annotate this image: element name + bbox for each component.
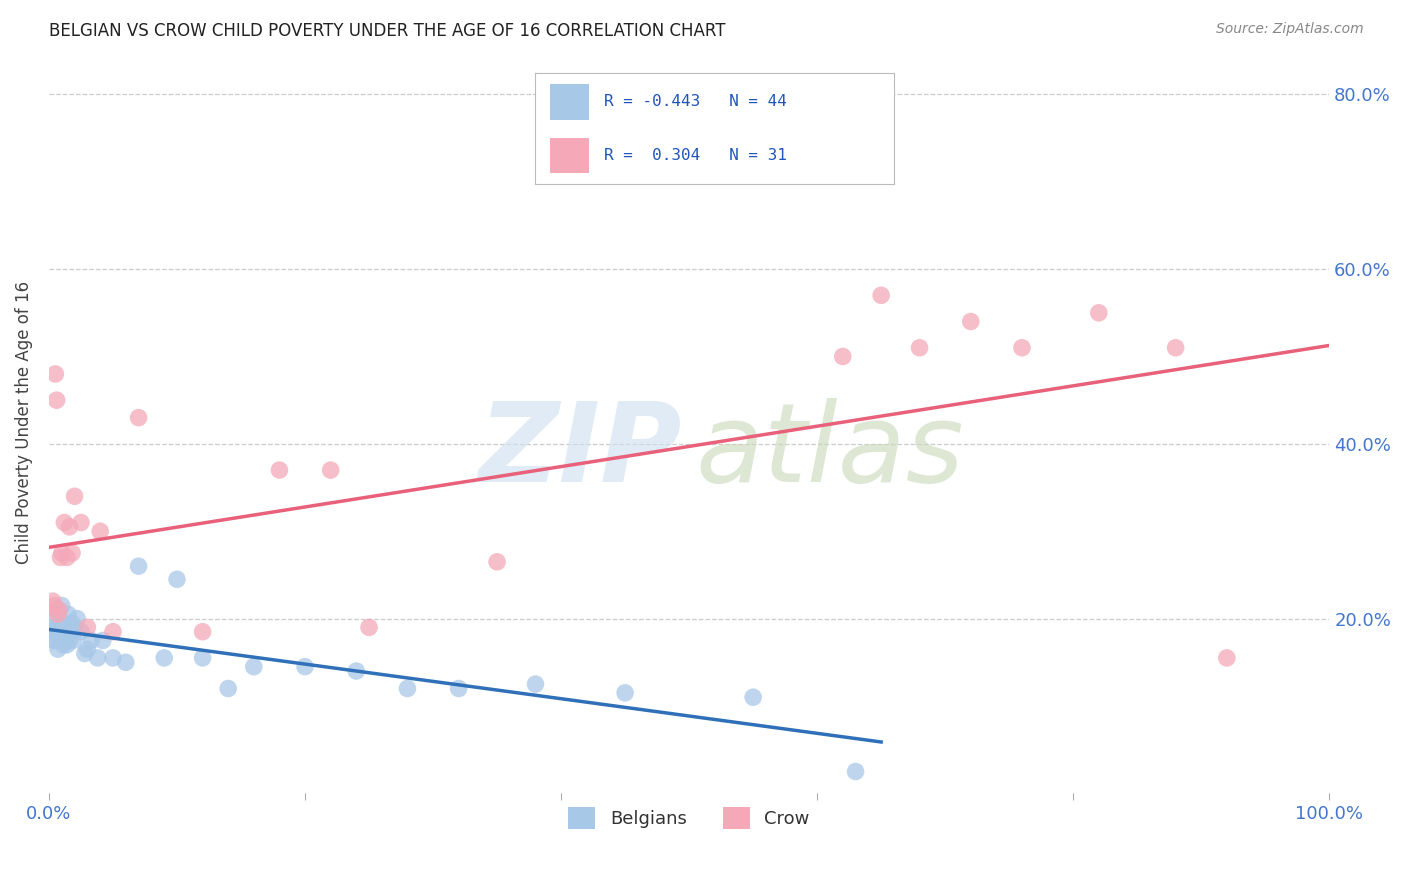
Point (55, 633, 77, 648)
Point (101, 651, 124, 665)
Point (344, 664, 367, 678)
Point (53, 516, 76, 530)
Point (44, 624, 66, 639)
Point (49, 629, 72, 643)
Point (191, 651, 214, 665)
Point (91, 633, 114, 648)
Point (51, 546, 73, 560)
Point (166, 572, 188, 586)
Point (56, 607, 79, 622)
Point (217, 681, 239, 696)
Point (60, 546, 83, 560)
Point (1216, 651, 1239, 665)
Point (486, 555, 509, 569)
Point (396, 681, 419, 696)
Point (959, 314, 981, 328)
Point (73, 647, 96, 661)
Point (46, 607, 69, 622)
Point (1164, 341, 1187, 355)
Point (447, 681, 470, 696)
Point (128, 559, 150, 574)
Point (46, 642, 69, 657)
Point (114, 655, 136, 669)
Point (80, 633, 103, 648)
Point (70, 624, 93, 639)
Point (1011, 341, 1033, 355)
Text: atlas: atlas (696, 398, 965, 505)
Point (294, 659, 316, 673)
Point (42, 633, 65, 648)
Point (48, 603, 70, 617)
Point (42, 612, 65, 626)
Point (52, 638, 75, 652)
Point (357, 620, 380, 634)
Point (128, 410, 150, 425)
Point (243, 659, 266, 673)
Point (831, 350, 853, 364)
Point (845, 764, 868, 779)
Legend: Belgians, Crow: Belgians, Crow (561, 800, 817, 837)
Point (101, 624, 124, 639)
Point (44, 633, 66, 648)
Point (908, 341, 931, 355)
Point (44, 367, 66, 381)
Point (45, 603, 67, 617)
Point (89, 524, 111, 539)
Point (86, 651, 108, 665)
Point (66, 612, 89, 626)
Point (614, 686, 637, 700)
Point (56, 638, 79, 652)
Point (63, 620, 86, 634)
Point (53, 615, 76, 630)
Point (153, 651, 176, 665)
Text: Source: ZipAtlas.com: Source: ZipAtlas.com (1216, 22, 1364, 37)
Point (62, 633, 84, 648)
Point (58, 633, 80, 648)
Point (49, 550, 72, 565)
Point (70, 516, 93, 530)
Point (870, 288, 893, 302)
Point (56, 550, 79, 565)
Text: ZIP: ZIP (479, 398, 683, 505)
Point (191, 624, 214, 639)
Point (48, 620, 70, 634)
Point (42, 599, 65, 613)
Point (269, 463, 291, 477)
Point (1088, 306, 1111, 320)
Point (742, 690, 765, 705)
Point (45, 393, 67, 408)
Point (42, 594, 65, 608)
Point (76, 642, 98, 657)
Y-axis label: Child Poverty Under the Age of 16: Child Poverty Under the Age of 16 (15, 280, 32, 564)
Text: BELGIAN VS CROW CHILD POVERTY UNDER THE AGE OF 16 CORRELATION CHART: BELGIAN VS CROW CHILD POVERTY UNDER THE … (49, 22, 725, 40)
Point (60, 615, 83, 630)
Point (46, 624, 69, 639)
Point (41, 620, 63, 634)
Point (319, 463, 342, 477)
Point (524, 677, 547, 691)
Point (76, 620, 98, 634)
Point (58, 520, 80, 534)
Point (59, 624, 82, 639)
Point (51, 599, 73, 613)
Point (63, 489, 86, 503)
